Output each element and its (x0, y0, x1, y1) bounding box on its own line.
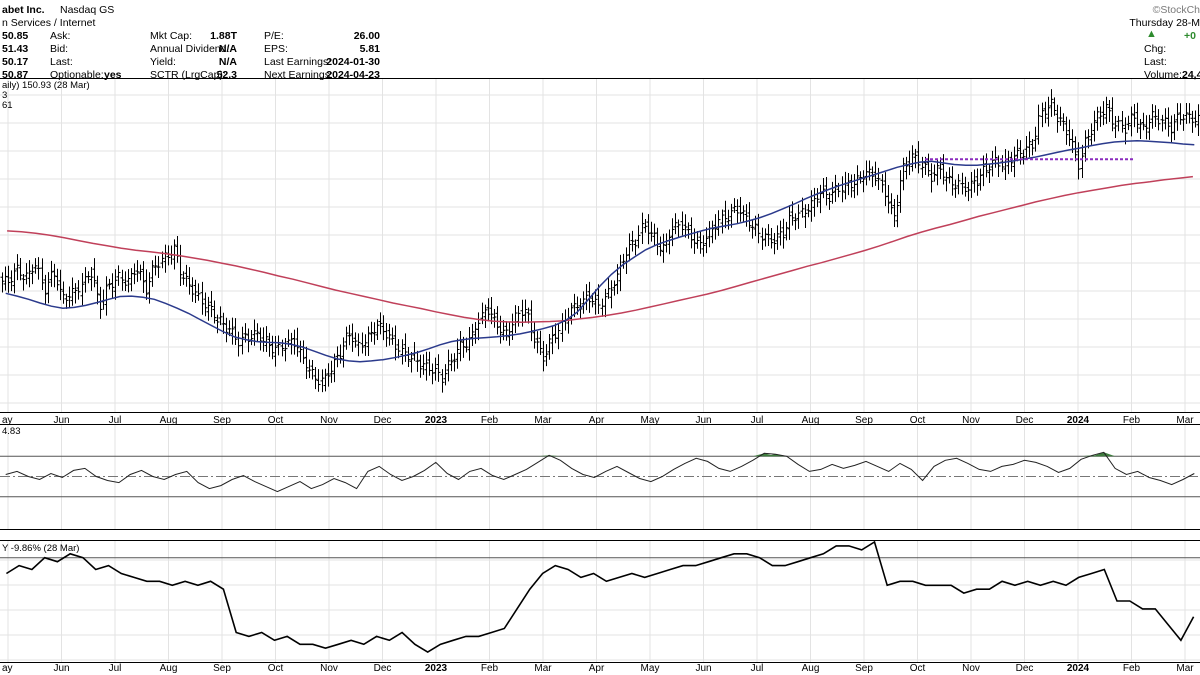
month-tick-label: Jun (695, 415, 711, 426)
month-tick-label: Nov (962, 663, 980, 674)
price-panel-label: aily) 150.93 (28 Mar) (2, 80, 90, 91)
month-tick-label: Aug (802, 415, 820, 426)
yield-value: N/A (218, 56, 237, 68)
month-labels-price: ay Jun Jul Aug Sep Oct Nov Dec 2023 Feb Mar Apr May J… (2, 415, 1194, 426)
last-earnings-label: Last Earnings: (264, 56, 332, 68)
price-bars (0, 89, 1200, 393)
ma50-line (5, 140, 1195, 363)
month-tick-label: Mar (534, 415, 552, 426)
month-tick-label: Jun (53, 415, 69, 426)
month-tick-label: Aug (160, 415, 178, 426)
mkt-cap-value: 1.88T (210, 30, 237, 42)
rsi-line (5, 451, 1195, 493)
month-tick-label: Nov (320, 415, 338, 426)
eps-value: 5.81 (359, 43, 380, 55)
rsi-overbought-area (1092, 452, 1116, 457)
relative-strength-line (5, 540, 1195, 654)
change-value: +0 (1184, 30, 1196, 42)
month-tick-label: Feb (481, 663, 499, 674)
month-tick-label: 2023 (425, 663, 448, 674)
month-tick-label: Sep (213, 663, 231, 674)
month-tick-label: Aug (802, 663, 820, 674)
month-tick-label: Jul (751, 663, 764, 674)
right-last-label: Last: (1144, 56, 1167, 68)
exchange-name: Nasdaq GS (60, 4, 115, 16)
month-tick-label: Mar (1176, 663, 1194, 674)
month-tick-label: 2024 (1067, 663, 1090, 674)
month-tick-label: May (641, 663, 660, 674)
ma200-legend: 61 (2, 100, 13, 111)
month-tick-label: Jul (109, 663, 122, 674)
month-tick-label: Jul (751, 415, 764, 426)
chg-label: Chg: (1144, 43, 1167, 55)
month-tick-label: ay (2, 415, 13, 426)
month-tick-label: Feb (481, 415, 499, 426)
low-value: 50.17 (2, 56, 29, 68)
month-tick-label: Mar (1176, 415, 1194, 426)
month-tick-label: Dec (1016, 415, 1034, 426)
month-labels-bottom: ay Jun Jul Aug Sep Oct Nov Dec 2023 Feb Mar Apr May J… (2, 663, 1194, 674)
yield-label: Yield: (150, 56, 176, 68)
month-tick-label: Dec (1016, 663, 1034, 674)
rel-panel-label: Y -9.86% (28 Mar) (2, 543, 79, 554)
month-tick-label: Oct (910, 663, 926, 674)
month-tick-label: Nov (320, 663, 338, 674)
last-label: Last: (50, 56, 73, 68)
month-tick-label: Jun (695, 663, 711, 674)
month-tick-label: ay (2, 663, 13, 674)
month-tick-label: Oct (268, 663, 284, 674)
month-tick-label: Sep (855, 415, 873, 426)
dividend-value: N/A (218, 43, 237, 55)
month-tick-label: Sep (855, 663, 873, 674)
watermark: ©StockCh (1152, 4, 1200, 16)
mkt-cap-label: Mkt Cap: (150, 30, 193, 42)
month-tick-label: Feb (1123, 663, 1141, 674)
chart-grid (0, 79, 1200, 662)
month-tick-label: Sep (213, 415, 231, 426)
month-tick-label: Nov (962, 415, 980, 426)
month-tick-label: Apr (589, 415, 605, 426)
quote-date: Thursday 28-M (1129, 17, 1200, 29)
month-tick-label: Feb (1123, 415, 1141, 426)
month-tick-label: Aug (160, 663, 178, 674)
month-tick-label: Apr (589, 663, 605, 674)
month-tick-label: Dec (374, 663, 392, 674)
eps-label: EPS: (264, 43, 288, 55)
ma200-line (7, 175, 1193, 324)
high-value: 51.43 (2, 43, 29, 55)
rsi-overbought-fill (537, 452, 1116, 457)
month-tick-label: Oct (268, 415, 284, 426)
month-tick-label: May (641, 415, 660, 426)
month-tick-label: Mar (534, 663, 552, 674)
month-tick-label: Jul (109, 415, 122, 426)
month-tick-label: Jun (53, 663, 69, 674)
last-earnings-value: 2024-01-30 (326, 56, 380, 68)
ask-label: Ask: (50, 30, 71, 42)
pe-label: P/E: (264, 30, 284, 42)
open-value: 50.85 (2, 30, 29, 42)
month-tick-label: 2024 (1067, 415, 1090, 426)
month-tick-label: Oct (910, 415, 926, 426)
month-tick-label: Dec (374, 415, 392, 426)
month-tick-label: 2023 (425, 415, 448, 426)
dividend-label: Annual Dividend: (150, 43, 230, 55)
sector-industry: n Services / Internet (2, 17, 96, 29)
up-arrow-icon: ▲ (1146, 28, 1157, 40)
ma50-legend: 3 (2, 90, 7, 101)
company-name: abet Inc. (2, 4, 45, 16)
rsi-panel-label: 4.83 (2, 426, 21, 437)
pe-value: 26.00 (353, 30, 380, 42)
bid-label: Bid: (50, 43, 69, 55)
